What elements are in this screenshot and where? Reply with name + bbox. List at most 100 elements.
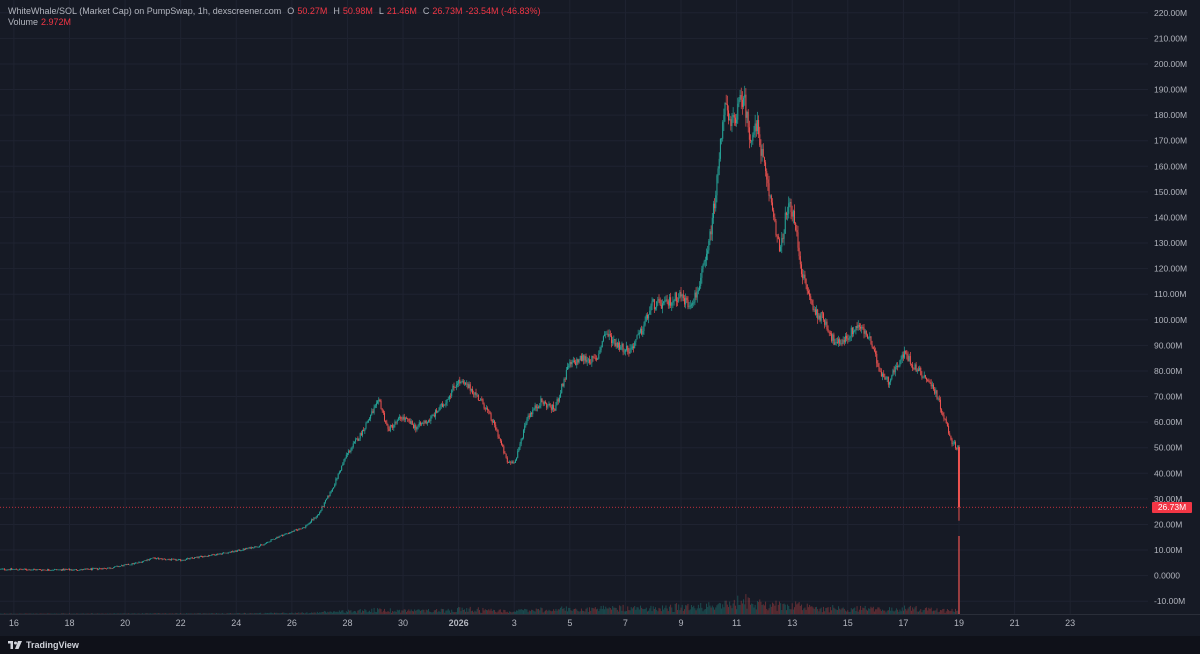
volume-bar [379, 608, 381, 614]
volume-bar [668, 606, 670, 614]
volume-bar [444, 612, 446, 614]
volume-bar [739, 604, 741, 614]
candle-body [189, 557, 191, 559]
candle-body [370, 414, 372, 419]
volume-bar [128, 613, 130, 614]
volume-bar [885, 612, 887, 614]
volume-bar [117, 613, 119, 614]
candle-body [48, 569, 50, 571]
candle-body [447, 399, 449, 400]
symbol-title[interactable]: WhiteWhale/SOL (Market Cap) on PumpSwap,… [8, 6, 282, 16]
candle-body [42, 569, 44, 571]
volume-bar [641, 607, 643, 614]
volume-bar [411, 611, 413, 614]
tradingview-logo[interactable]: TradingView [8, 640, 79, 650]
candle-body [239, 549, 241, 551]
candle-body [333, 487, 335, 489]
volume-bar [584, 611, 586, 614]
candle-body [543, 402, 545, 405]
candle-body [812, 304, 814, 310]
volume-bar [523, 610, 525, 614]
candle-body [340, 470, 342, 472]
candle-body [375, 403, 377, 406]
volume-bar [904, 605, 906, 614]
volume-bar [419, 610, 421, 614]
candle-body [184, 559, 186, 561]
volume-bar [886, 610, 888, 614]
volume-bar [175, 613, 177, 614]
candle-body [693, 302, 695, 304]
volume-bar [615, 607, 617, 614]
candle-body [292, 531, 294, 532]
candle-body [341, 465, 343, 471]
candle-body [844, 335, 846, 343]
volume-bar [900, 611, 902, 614]
candle-body [434, 410, 436, 417]
volume-bar [125, 613, 127, 614]
candle-body [778, 239, 780, 252]
candle-body [425, 420, 427, 424]
volume-bar [770, 606, 772, 614]
volume-bar [703, 609, 705, 614]
candle-body [667, 301, 669, 306]
candle-body [595, 358, 597, 360]
volume-bar [733, 599, 735, 614]
candle-body [72, 570, 74, 571]
volume-bar [644, 608, 646, 614]
candle-body [747, 111, 749, 128]
candle-body [426, 421, 428, 424]
candle-body [670, 297, 672, 306]
change-value: -23.54M (-46.83%) [465, 6, 541, 16]
candle-body [924, 375, 926, 378]
time-axis[interactable]: 16 18 20 22 24 26 28 30 2026 3 5 7 9 11 13 15 17 19 21 23 [0, 614, 1200, 629]
volume-bar [944, 612, 946, 614]
candle-body [41, 569, 43, 571]
candle-body [387, 425, 389, 429]
x-tick-label: 15 [843, 618, 853, 628]
volume-bar [474, 610, 476, 614]
candle-body [770, 195, 772, 203]
candle-body [893, 370, 895, 373]
volume-bar [418, 609, 420, 614]
volume-bar [773, 603, 775, 614]
candle-body [217, 553, 219, 555]
candle-body [218, 553, 220, 555]
volume-bar [878, 607, 880, 614]
volume-bar [466, 608, 468, 614]
volume-bar [355, 611, 357, 614]
volume-bar [694, 608, 696, 614]
volume-bar [795, 601, 797, 614]
candle-body [183, 560, 185, 561]
candle-body [265, 542, 267, 544]
volume-bar [630, 607, 632, 614]
candle-body [33, 569, 35, 570]
candle-body [885, 378, 887, 380]
candle-body [231, 551, 233, 553]
candle-body [23, 568, 25, 570]
candle-body [563, 379, 565, 387]
volume-bar [950, 610, 952, 614]
candle-body [366, 422, 368, 424]
volume-value: 2.972M [41, 17, 72, 27]
candle-body [478, 400, 480, 401]
volume-bar [607, 608, 609, 614]
candle-body [150, 558, 152, 560]
candle-body [927, 379, 929, 382]
candle-body [12, 569, 14, 570]
candle-body [179, 559, 181, 561]
candle-body [712, 203, 714, 218]
candle-body [355, 439, 357, 442]
candle-body [430, 416, 432, 421]
x-tick-label: 5 [567, 618, 572, 628]
volume-bar [689, 609, 691, 614]
candle-body [553, 404, 555, 410]
volume-label[interactable]: Volume [8, 17, 39, 27]
volume-bar [154, 613, 156, 614]
candle-body [776, 235, 778, 237]
price-chart[interactable]: 220.00M210.00M200.00M190.00M180.00M170.0… [0, 0, 1200, 636]
candle-body [548, 403, 550, 406]
volume-bar [724, 600, 726, 614]
candle-body [715, 195, 717, 209]
price-axis[interactable]: 220.00M210.00M200.00M190.00M180.00M170.0… [1154, 8, 1187, 606]
candle-body [492, 420, 494, 423]
